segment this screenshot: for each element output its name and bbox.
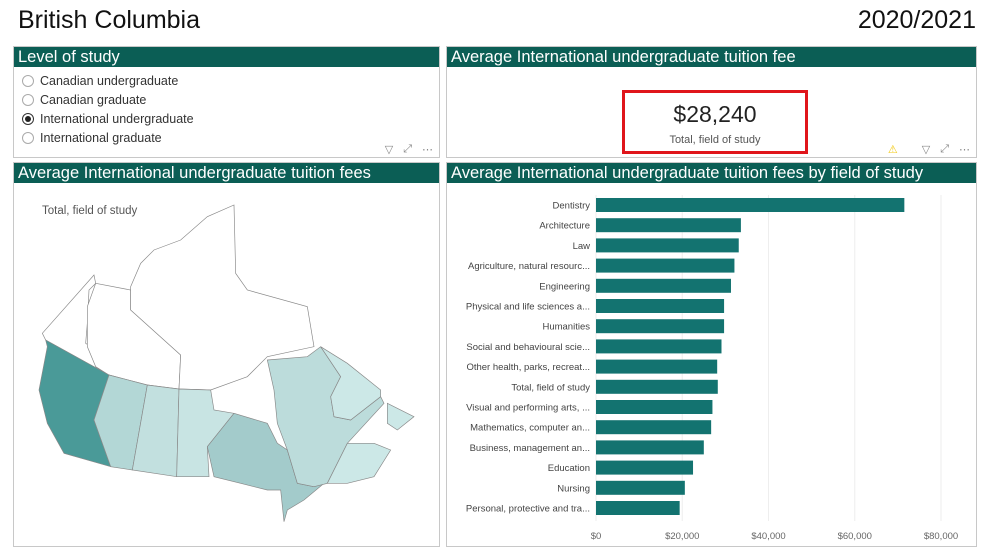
radio-button[interactable]: [22, 74, 34, 87]
filter-icon[interactable]: ▽: [921, 144, 931, 156]
y-tick-label: Other health, parks, recreat...: [466, 362, 590, 373]
radio-option[interactable]: International graduate: [14, 128, 439, 147]
focus-mode-icon[interactable]: ⤢: [940, 143, 949, 155]
province-maritimes[interactable]: [326, 443, 392, 484]
bar[interactable]: [596, 440, 704, 455]
bar[interactable]: [596, 359, 718, 374]
radio-label: Canadian graduate: [40, 92, 147, 107]
level-of-study-slicer: Level of study Canadian undergraduate Can…: [13, 46, 440, 158]
bar[interactable]: [596, 238, 739, 253]
map-panel: Average International undergraduate tuit…: [13, 162, 440, 547]
y-tick-label: Humanities: [542, 322, 590, 333]
y-tick-label: Mathematics, computer an...: [470, 423, 590, 434]
radio-label: Canadian undergraduate: [40, 73, 179, 88]
x-tick-label: $40,000: [751, 531, 785, 542]
bar[interactable]: [596, 379, 718, 394]
radio-button[interactable]: [22, 93, 34, 106]
kpi-card: $28,240 Total, field of study: [622, 90, 808, 154]
radio-label: International graduate: [40, 130, 162, 145]
bar[interactable]: [596, 460, 694, 475]
year-label: 2020/2021: [857, 6, 976, 34]
y-tick-label: Law: [573, 241, 591, 252]
y-tick-label: Total, field of study: [511, 382, 590, 393]
kpi-value: $28,240: [673, 101, 757, 127]
x-tick-label: $80,000: [924, 531, 958, 542]
y-tick-label: Architecture: [539, 221, 590, 232]
radio-button[interactable]: [22, 112, 34, 125]
radio-option[interactable]: International undergraduate: [14, 109, 439, 128]
bar[interactable]: [596, 420, 712, 435]
y-tick-label: Visual and performing arts, ...: [466, 403, 590, 414]
bar[interactable]: [596, 480, 685, 495]
tuition-card: Average International undergraduate tuit…: [446, 46, 977, 158]
y-tick-label: Business, management an...: [470, 443, 590, 454]
x-tick-label: $20,000: [665, 531, 699, 542]
bar[interactable]: [596, 319, 725, 334]
kpi-label: Total, field of study: [669, 134, 761, 146]
panel-title: Average International undergraduate tuit…: [14, 163, 439, 183]
province-newfoundland[interactable]: [387, 402, 415, 431]
radio-button[interactable]: [22, 131, 34, 144]
y-tick-label: Physical and life sciences a...: [466, 302, 590, 313]
x-tick-label: $60,000: [838, 531, 872, 542]
y-tick-label: Agriculture, natural resourc...: [468, 261, 590, 272]
bar[interactable]: [596, 278, 731, 293]
bar[interactable]: [596, 218, 741, 233]
radio-option[interactable]: Canadian undergraduate: [14, 71, 439, 90]
bar[interactable]: [596, 339, 722, 354]
y-tick-label: Education: [548, 463, 590, 474]
x-tick-label: $0: [591, 531, 602, 542]
y-tick-label: Engineering: [539, 281, 590, 292]
bar[interactable]: [596, 198, 905, 212]
bar[interactable]: [596, 400, 713, 414]
radio-label: International undergraduate: [40, 111, 194, 126]
bar-chart-panel: Average International undergraduate tuit…: [446, 162, 977, 547]
more-options-icon[interactable]: ⋯: [422, 144, 433, 156]
y-tick-label: Nursing: [557, 483, 590, 494]
y-tick-label: Social and behavioural scie...: [466, 342, 590, 353]
panel-title: Average International undergraduate tuit…: [447, 163, 976, 183]
map-label: Total, field of study: [42, 205, 138, 217]
canada-map: [38, 204, 415, 522]
province-nunavut[interactable]: [130, 204, 315, 391]
focus-mode-icon[interactable]: ⤢: [403, 143, 412, 155]
province-ontario[interactable]: [206, 412, 325, 522]
radio-option[interactable]: Canadian graduate: [14, 90, 439, 109]
warning-icon[interactable]: ⚠: [887, 144, 898, 156]
panel-title: Average International undergraduate tuit…: [447, 47, 976, 67]
bar[interactable]: [596, 258, 735, 273]
bar[interactable]: [596, 299, 725, 313]
bar[interactable]: [596, 501, 680, 515]
province-labrador[interactable]: [320, 346, 381, 421]
y-tick-label: Personal, protective and tra...: [466, 504, 590, 515]
filter-icon[interactable]: ▽: [384, 144, 394, 156]
page-title: British Columbia: [18, 6, 201, 34]
province-alberta[interactable]: [93, 374, 148, 471]
bar-chart: $0 $20,000 $40,000 $60,000 $80,000 Dentistry A…: [466, 195, 958, 542]
panel-title: Level of study: [14, 47, 439, 67]
y-tick-label: Dentistry: [553, 201, 591, 212]
more-options-icon[interactable]: ⋯: [959, 144, 970, 156]
